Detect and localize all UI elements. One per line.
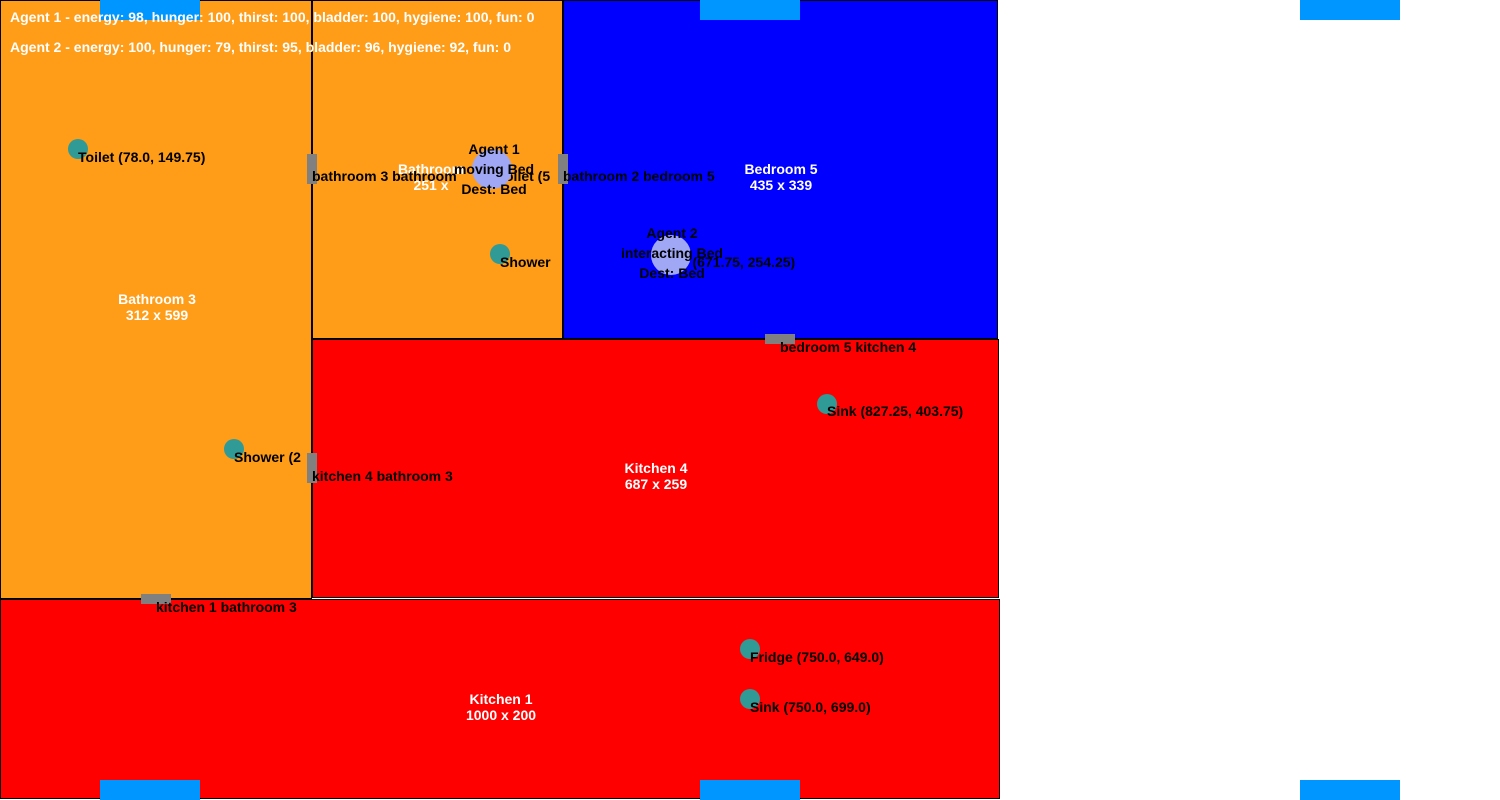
door-label: bedroom 5 kitchen 4 [780, 339, 917, 355]
room-name: Bathroom [397, 161, 465, 177]
agent-1-info: Agent 1 moving Bed Dest: Bed [454, 139, 534, 199]
room-name: Kitchen 4 [624, 460, 688, 476]
agent-1-status: Agent 1 - energy: 98, hunger: 100, thirs… [10, 9, 535, 25]
door-label: bathroom 2 bedroom 5 [563, 168, 715, 184]
fridge-icon[interactable] [740, 639, 760, 659]
shower-icon[interactable] [224, 439, 244, 459]
agent-state: moving Bed [453, 161, 535, 177]
room-name: Kitchen 1 [469, 691, 533, 707]
window-bottom-2 [700, 780, 800, 800]
room-label-kitchen-4: Kitchen 4 687 x 259 [624, 460, 687, 492]
object-label-shower: Shower (2 [234, 449, 301, 465]
window-bottom-3 [1300, 780, 1400, 800]
agent-2-avatar[interactable] [651, 235, 691, 275]
door-label: bathroom 3 bathroom [312, 168, 457, 184]
room-label-bathroom-3: Bathroom 3 312 x 599 [118, 291, 196, 323]
object-label-sink-fridge: Sink (827.25, 403.75) [827, 403, 964, 419]
room-bathroom-2: Bathroom 251 x [312, 0, 563, 339]
object-label-toilet: oilet (5 [505, 168, 551, 184]
agent-2-status: Agent 2 - energy: 100, hunger: 79, thirs… [10, 39, 512, 55]
object-label-bed: d (671.75, 254.25) [680, 254, 796, 270]
agent-destination: Dest: Bed [461, 181, 527, 197]
agent-destination: Dest: Bed [639, 265, 705, 281]
room-size: 312 x 599 [125, 307, 189, 323]
door-bathroom3-bathroom2 [307, 154, 317, 184]
door-kitchen4-bathroom3 [307, 453, 317, 483]
door-kitchen1-bathroom3 [141, 594, 171, 604]
agent-name: Agent 1 [468, 141, 520, 157]
agent-2-info: Agent 2 interacting Bed Dest: Bed [621, 223, 723, 283]
object-label-toilet: Toilet (78.0, 149.75) [78, 149, 206, 165]
sink-icon[interactable] [817, 394, 837, 414]
window-top-1 [100, 0, 200, 20]
room-size: 251 x [413, 177, 449, 193]
door-label: kitchen 4 bathroom 3 [312, 468, 453, 484]
door-label: kitchen 1 bathroom 3 [156, 599, 297, 615]
door-bedroom5-kitchen4 [765, 334, 795, 344]
room-bathroom-3: Bathroom 3 312 x 599 [0, 0, 312, 599]
room-size: 435 x 339 [749, 177, 813, 193]
agent-1-avatar[interactable] [472, 149, 512, 189]
room-label-kitchen-1: Kitchen 1 1000 x 200 [466, 691, 536, 723]
shower-icon[interactable] [490, 244, 510, 264]
room-name: Bathroom 3 [118, 291, 196, 307]
room-size: 687 x 259 [624, 476, 688, 492]
room-name: Bedroom 5 [744, 161, 818, 177]
room-label-bathroom-2: Bathroom 251 x [398, 161, 464, 193]
window-top-2 [700, 0, 800, 20]
room-label-bedroom-5: Bedroom 5 435 x 339 [744, 161, 817, 193]
room-kitchen-4: Kitchen 4 687 x 259 [312, 339, 999, 598]
object-label-shower: Shower [500, 254, 551, 270]
room-kitchen-1: Kitchen 1 1000 x 200 [0, 599, 1000, 799]
window-bottom-1 [100, 780, 200, 800]
agent-state: interacting Bed [621, 245, 723, 261]
window-top-3 [1300, 0, 1400, 20]
room-bedroom-5: Bedroom 5 435 x 339 [563, 0, 998, 339]
agent-name: Agent 2 [646, 225, 698, 241]
sink-icon[interactable] [740, 689, 760, 709]
object-label-fridge: Fridge (750.0, 649.0) [750, 649, 884, 665]
room-size: 1000 x 200 [465, 707, 537, 723]
object-label-sink: Sink (750.0, 699.0) [750, 699, 871, 715]
door-bathroom2-bedroom5 [558, 154, 568, 184]
toilet-icon[interactable] [68, 139, 88, 159]
